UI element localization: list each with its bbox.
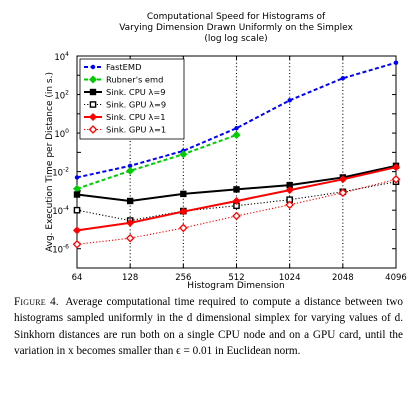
legend-box <box>79 58 185 140</box>
data-point <box>286 181 293 189</box>
data-point <box>125 233 135 243</box>
data-point <box>340 76 346 81</box>
data-point <box>89 113 97 121</box>
data-point <box>393 60 399 65</box>
y-tick-label: 100 <box>54 128 69 140</box>
data-point <box>179 150 188 159</box>
data-point <box>72 239 82 249</box>
x-tick-label: 128 <box>122 273 138 283</box>
legend-label: Rubner's emd <box>106 75 163 85</box>
legend-label: FastEMD <box>106 62 141 72</box>
x-tick-label: 256 <box>175 273 191 283</box>
data-point <box>285 200 294 210</box>
data-point <box>89 75 97 84</box>
chart-title-line-1: Computational Speed for Histograms of <box>147 12 326 22</box>
data-point <box>73 226 81 235</box>
plot-area: 64 128 256 512 1024 2048 4096 10-6 10-4 10-2 100 10… <box>52 51 407 283</box>
y-tick-label: 104 <box>54 51 69 63</box>
data-point <box>180 190 187 198</box>
data-point <box>179 207 188 216</box>
legend-label: Sink. GPU λ=9 <box>106 100 166 110</box>
data-point <box>90 64 96 70</box>
series-line <box>76 134 237 190</box>
data-point <box>285 186 294 195</box>
series-rubner-s-emd <box>73 130 241 193</box>
x-tick-label: 1024 <box>279 273 301 283</box>
figure-caption-text: Average computational time required to c… <box>14 296 403 357</box>
data-point <box>126 166 135 175</box>
data-point <box>391 174 401 184</box>
figure-caption: Figure 4. Average computational time req… <box>14 294 403 359</box>
legend-label: Sink. CPU λ=9 <box>106 87 166 97</box>
series-sink-gpu-1 <box>72 174 401 249</box>
data-point <box>126 197 134 205</box>
x-tick-label: 4096 <box>385 273 407 283</box>
legend: FastEMD Rubner's emd Sink. CPU λ=9 Sink. GP… <box>79 58 185 140</box>
data-point <box>73 206 81 214</box>
y-axis-label: Avg. Execution Time per Distance (in s.) <box>45 72 55 252</box>
data-point <box>73 184 81 193</box>
y-tick-label: 10-6 <box>52 244 69 256</box>
data-point <box>392 163 400 172</box>
data-point <box>232 130 241 139</box>
chart-title-line-2: Varying Dimension Drawn Uniformly on the… <box>119 23 353 33</box>
data-point <box>338 188 348 198</box>
data-point <box>74 175 80 180</box>
data-point <box>89 101 97 108</box>
series-sink-cpu-1 <box>73 163 400 235</box>
data-point <box>73 191 81 198</box>
x-tick-label: 2048 <box>332 273 354 283</box>
chart-title-line-3: (log log scale) <box>204 34 267 44</box>
y-tick-label: 10-2 <box>52 167 69 179</box>
data-point <box>233 186 240 193</box>
data-point <box>338 175 347 184</box>
data-point <box>127 163 133 169</box>
x-tick-label: 512 <box>228 273 244 283</box>
legend-label: Sink. GPU λ=1 <box>106 125 166 135</box>
legend-label: Sink. CPU λ=1 <box>106 112 166 122</box>
data-point <box>232 211 241 221</box>
data-point <box>89 88 97 96</box>
data-point <box>234 125 239 131</box>
y-tick-label: 102 <box>54 90 69 102</box>
data-point <box>126 218 135 227</box>
figure-caption-label: Figure 4. <box>14 296 59 308</box>
data-point <box>179 223 188 233</box>
data-point <box>232 196 241 205</box>
data-point <box>287 98 292 103</box>
chart-title: Computational Speed for Histograms of Va… <box>119 12 353 44</box>
chart: Computational Speed for Histograms of Va… <box>45 12 407 291</box>
x-axis-label: Histogram Dimension <box>187 281 284 291</box>
y-tick-label: 10-4 <box>52 205 69 217</box>
data-point <box>88 125 98 134</box>
x-tick-label: 64 <box>72 273 83 283</box>
